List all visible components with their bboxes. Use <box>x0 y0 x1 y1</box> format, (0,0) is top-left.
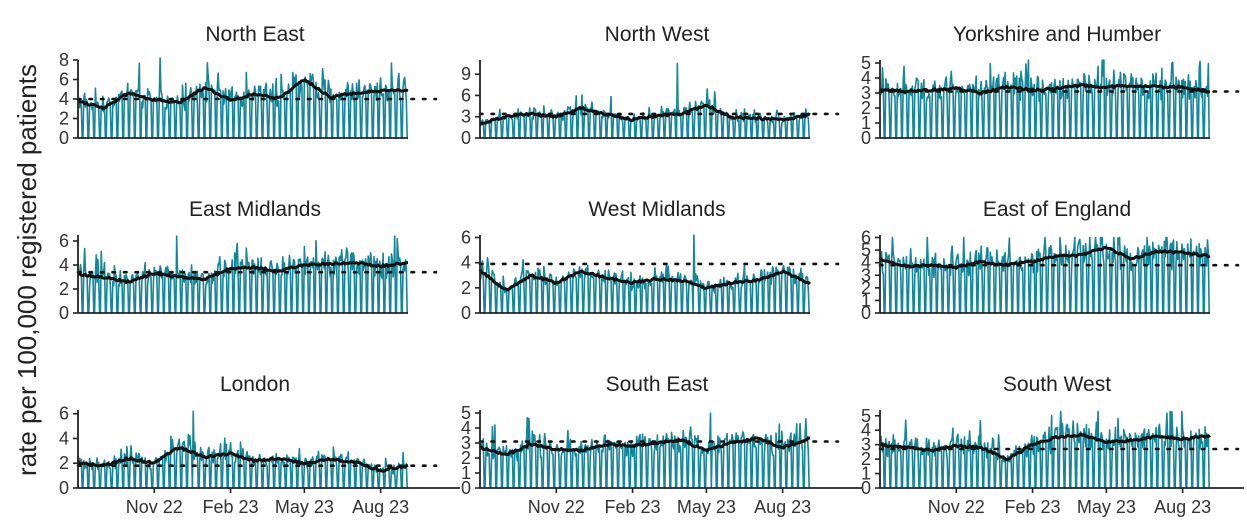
daily-rate-line <box>77 235 408 314</box>
x-tick-label: Nov 22 <box>928 497 985 517</box>
x-tick-label: Feb 23 <box>203 497 259 517</box>
daily-rate-line <box>77 410 408 489</box>
y-tick-label: 3 <box>461 107 471 127</box>
y-tick-label: 0 <box>59 478 69 498</box>
daily-rate-line <box>879 410 1210 489</box>
x-tick-label: Nov 22 <box>528 497 585 517</box>
y-tick-label: 5 <box>861 406 871 426</box>
y-tick-label: 6 <box>59 231 69 251</box>
y-tick-label: 9 <box>461 64 471 84</box>
y-tick-label: 4 <box>861 68 871 88</box>
panel-east-midlands: East Midlands 0 2 4 6 <box>59 198 438 323</box>
y-tick-label: 6 <box>461 85 471 105</box>
x-tick-label: Aug 23 <box>754 497 811 517</box>
y-tick-label: 4 <box>59 89 69 109</box>
y-tick-label: 0 <box>861 128 871 148</box>
rolling-mean-line <box>77 446 409 473</box>
panel-title: West Midlands <box>588 198 725 221</box>
rolling-mean-line <box>479 103 811 126</box>
y-axis-label: rate per 100,000 registered patients <box>12 64 42 476</box>
y-tick-label: 3 <box>861 435 871 455</box>
y-tick-label: 4 <box>861 420 871 440</box>
y-tick-label: 3 <box>461 433 471 453</box>
panel-title: Yorkshire and Humber <box>953 23 1161 46</box>
y-tick-label: 5 <box>861 240 871 260</box>
y-tick-label: 2 <box>59 279 69 299</box>
y-tick-label: 1 <box>861 113 871 133</box>
y-tick-label: 1 <box>861 464 871 484</box>
y-tick-label: 2 <box>861 278 871 298</box>
y-tick-label: 0 <box>461 128 471 148</box>
y-tick-label: 2 <box>59 109 69 129</box>
rolling-mean-line <box>878 246 1211 270</box>
y-tick-label: 1 <box>461 463 471 483</box>
x-tick-label: Feb 23 <box>605 497 661 517</box>
y-tick-label: 4 <box>59 255 69 275</box>
x-tick-label: May 23 <box>677 497 736 517</box>
x-tick-label: May 23 <box>275 497 334 517</box>
y-tick-label: 6 <box>461 228 471 248</box>
rolling-mean-line <box>879 83 1211 96</box>
rolling-mean-line <box>77 78 409 110</box>
panel-title: South West <box>1003 373 1111 396</box>
y-tick-label: 2 <box>461 448 471 468</box>
daily-rate-line <box>479 412 810 489</box>
y-tick-label: 0 <box>861 478 871 498</box>
y-tick-label: 2 <box>861 98 871 118</box>
y-tick-label: 0 <box>59 303 69 323</box>
y-tick-label: 4 <box>461 418 471 438</box>
rolling-mean-line <box>77 260 409 284</box>
y-tick-label: 8 <box>59 50 69 70</box>
x-tick-label: Feb 23 <box>1005 497 1061 517</box>
rolling-mean-line <box>878 432 1211 462</box>
daily-rate-line <box>879 59 1210 139</box>
y-tick-label: 6 <box>59 70 69 90</box>
y-tick-label: 5 <box>861 53 871 73</box>
x-tick-label: May 23 <box>1077 497 1136 517</box>
daily-rate-line <box>879 236 1210 314</box>
y-tick-label: 3 <box>861 265 871 285</box>
panel-west-midlands: West Midlands 0 2 4 6 <box>461 198 840 323</box>
x-tick-label: Aug 23 <box>1154 497 1211 517</box>
panel-title: East of England <box>983 198 1131 221</box>
y-tick-label: 4 <box>861 253 871 273</box>
y-tick-label: 0 <box>461 478 471 498</box>
y-tick-label: 3 <box>861 83 871 103</box>
y-tick-label: 1 <box>861 290 871 310</box>
y-tick-label: 4 <box>59 428 69 448</box>
y-tick-label: 6 <box>861 228 871 248</box>
panel-title: London <box>220 373 290 396</box>
panel-title: South East <box>606 373 709 396</box>
y-tick-label: 2 <box>861 449 871 469</box>
panel-title: North East <box>205 23 304 46</box>
y-tick-label: 0 <box>59 128 69 148</box>
daily-rate-line <box>479 62 810 139</box>
y-tick-label: 0 <box>461 303 471 323</box>
x-tick-label: Nov 22 <box>126 497 183 517</box>
panel-london: London 0 2 4 6 Nov 22 Feb 23 May 23 Aug 23 <box>59 373 460 517</box>
x-tick-label: Aug 23 <box>352 497 409 517</box>
y-tick-label: 6 <box>59 404 69 424</box>
rolling-mean-line <box>478 268 812 292</box>
rolling-mean-line <box>479 436 811 457</box>
y-tick-label: 5 <box>461 403 471 423</box>
panel-title: East Midlands <box>189 198 321 221</box>
panel-title: North West <box>605 23 710 46</box>
y-tick-label: 2 <box>59 453 69 473</box>
y-tick-label: 2 <box>461 278 471 298</box>
y-tick-label: 0 <box>861 303 871 323</box>
y-tick-label: 4 <box>461 253 471 273</box>
